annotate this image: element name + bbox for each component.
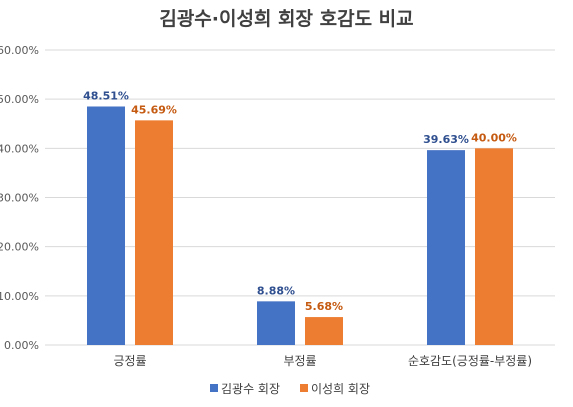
data-label: 8.88% [257,284,295,297]
y-tick-label: 10.00% [0,290,39,303]
category-labels: 긍정률 부정률 순호감도(긍정률-부정률) [113,354,532,368]
legend-label: 이성희 회장 [311,382,370,396]
chart-title: 김광수·이성희 회장 호감도 비교 [159,8,413,30]
y-tick-label: 0.00% [4,339,39,352]
bar [475,148,513,345]
y-tick-label: 30.00% [0,192,39,205]
data-label: 5.68% [305,300,343,313]
legend-swatch [210,384,218,392]
y-axis-ticks: 0.00% 10.00% 20.00% 30.00% 40.00% 50.00% 60.00… [0,44,39,352]
category-label: 순호감도(긍정률-부정률) [408,354,532,368]
y-tick-label: 20.00% [0,241,39,254]
y-tick-label: 50.00% [0,93,39,106]
bar [87,106,125,346]
data-labels: 48.51%45.69% 8.88% 5.68% 39.63% 40.00% [83,89,517,313]
data-label: 48.51% [83,89,129,102]
y-tick-label: 40.00% [0,142,39,155]
data-label: 39.63% [423,133,469,146]
gridlines [45,49,555,346]
legend: 김광수 회장 이성희 회장 [210,382,370,396]
legend-label: 김광수 회장 [221,382,280,396]
bar [135,120,173,345]
category-label: 긍정률 [113,354,146,368]
bar [427,150,465,345]
legend-swatch [300,384,308,392]
data-label: 40.00% [471,131,517,144]
y-tick-label: 60.00% [0,44,39,57]
bars [87,106,513,346]
data-label: 45.69% [131,103,177,116]
category-label: 부정률 [283,354,316,368]
bar [257,301,295,345]
bar [305,317,343,345]
